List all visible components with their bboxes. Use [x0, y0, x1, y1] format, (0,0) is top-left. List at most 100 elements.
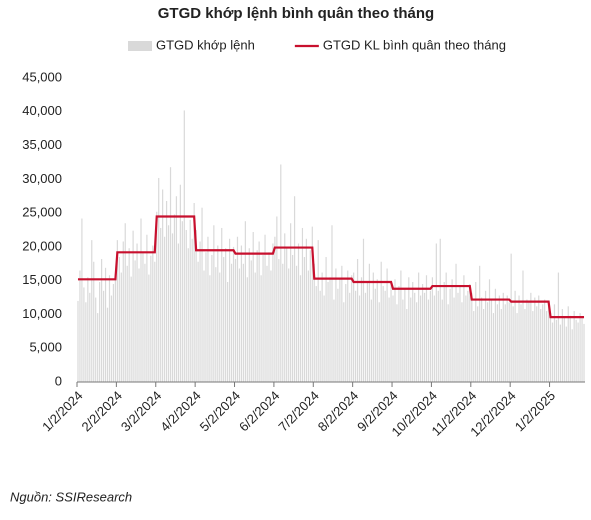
bar [95, 297, 97, 382]
bar [132, 230, 134, 382]
bar [286, 248, 288, 382]
bar [280, 164, 282, 382]
bar [217, 245, 219, 382]
bar [213, 225, 215, 382]
bar [514, 290, 516, 382]
bar [278, 259, 280, 382]
bar [349, 292, 351, 382]
bar [504, 304, 506, 382]
bar [175, 196, 178, 382]
bar [234, 259, 237, 382]
bar [378, 302, 380, 382]
bar [347, 270, 349, 382]
bar [453, 297, 455, 382]
bar [158, 177, 160, 382]
bar [370, 299, 372, 382]
bar [171, 233, 174, 382]
bar [465, 295, 467, 382]
bar [435, 243, 437, 382]
bar [544, 299, 546, 382]
bar [557, 272, 560, 382]
bar [211, 254, 213, 382]
bar [408, 277, 410, 382]
bar [102, 290, 105, 382]
bar [152, 245, 154, 382]
bar [532, 311, 534, 382]
bar [496, 304, 498, 382]
bar [542, 304, 544, 382]
bar [266, 265, 268, 382]
bar [108, 275, 111, 382]
bar [482, 309, 485, 382]
bar [498, 295, 500, 382]
bar [565, 326, 567, 382]
bar [339, 279, 341, 382]
bar [317, 240, 319, 382]
bar [274, 236, 276, 382]
bar [164, 236, 166, 382]
bar [225, 248, 227, 382]
y-tick-label: 25,000 [22, 205, 62, 220]
bar [325, 257, 327, 382]
bar [242, 263, 244, 382]
bar [89, 292, 91, 382]
bar [536, 306, 538, 382]
bar [144, 263, 146, 382]
bar [99, 282, 101, 382]
bar [248, 248, 250, 382]
bar [360, 277, 363, 382]
bar [368, 263, 370, 382]
bar [484, 290, 487, 382]
bar [429, 290, 432, 382]
legend-swatch [128, 41, 152, 51]
bar [376, 279, 378, 382]
bar [366, 282, 369, 382]
bar [380, 261, 382, 382]
bar [232, 246, 235, 382]
bar [423, 292, 426, 382]
bar [488, 279, 491, 382]
bar [282, 263, 284, 382]
bar [250, 260, 252, 382]
bar [546, 311, 548, 382]
bar [394, 279, 396, 382]
bar [355, 290, 357, 382]
bar [323, 295, 325, 382]
bar [106, 307, 109, 382]
bar [258, 241, 260, 382]
bar [301, 227, 304, 382]
bar [561, 309, 563, 382]
bar [583, 323, 585, 382]
bar [177, 243, 180, 382]
bar [262, 254, 264, 382]
bar [116, 240, 118, 382]
bar [264, 234, 266, 382]
bar [299, 275, 302, 382]
bar [311, 226, 313, 382]
x-tick-label: 7/2/2024 [275, 388, 321, 434]
bar [463, 275, 465, 382]
bar [358, 295, 361, 382]
bar [230, 263, 233, 382]
bar [427, 299, 430, 382]
line [77, 215, 585, 319]
bar [110, 295, 113, 382]
bar [392, 295, 394, 382]
bar [555, 319, 558, 382]
bar [101, 259, 103, 382]
bar [524, 309, 526, 382]
bar [416, 302, 418, 382]
bar [209, 275, 211, 382]
bar [528, 302, 530, 382]
bar [516, 313, 518, 382]
y-tick-label: 10,000 [22, 306, 62, 321]
bar [173, 214, 176, 382]
bar [461, 302, 463, 382]
bar [402, 299, 404, 382]
bar [581, 317, 583, 382]
bar [205, 252, 207, 382]
bar [223, 257, 225, 382]
bar [425, 275, 428, 382]
y-tick-label: 0 [55, 373, 62, 388]
bar [303, 257, 306, 382]
